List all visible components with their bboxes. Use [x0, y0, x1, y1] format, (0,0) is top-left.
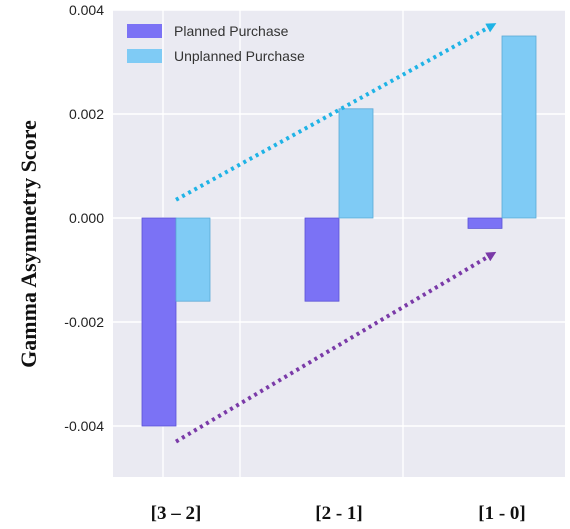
x-category-label: [2 - 1] — [315, 503, 362, 524]
planned-trend-arrow — [174, 251, 497, 444]
planned-purchase-bar-2 — [304, 217, 340, 302]
legend-swatch — [127, 49, 162, 63]
legend-label: Unplanned Purchase — [174, 48, 305, 64]
y-tick-label: -0.002 — [64, 314, 104, 330]
unplanned-purchase-bar-3 — [501, 35, 537, 219]
x-category-label: [3 – 2] — [151, 503, 202, 524]
planned-purchase-bar-1 — [141, 217, 177, 427]
planned-purchase-bar-3 — [467, 217, 503, 229]
y-tick-label: 0.000 — [69, 210, 104, 226]
unplanned-purchase-bar-2 — [338, 108, 374, 219]
legend: Planned Purchase Unplanned Purchase — [127, 23, 305, 64]
legend-label: Planned Purchase — [174, 23, 289, 39]
y-tick-labels: -0.004 -0.002 0.000 0.002 0.004 — [64, 2, 104, 434]
x-category-label: [1 - 0] — [478, 503, 525, 524]
trend-arrows — [174, 23, 497, 444]
y-tick-label: 0.004 — [69, 2, 104, 18]
legend-swatch — [127, 24, 162, 38]
unplanned-purchase-bar-1 — [175, 217, 211, 302]
x-category-labels: [3 – 2] [2 - 1] [1 - 0] — [151, 503, 526, 524]
y-tick-label: 0.002 — [69, 106, 104, 122]
y-tick-label: -0.004 — [64, 418, 104, 434]
y-axis-title: Gamma Asymmetry Score — [16, 120, 41, 368]
bars — [141, 35, 537, 427]
